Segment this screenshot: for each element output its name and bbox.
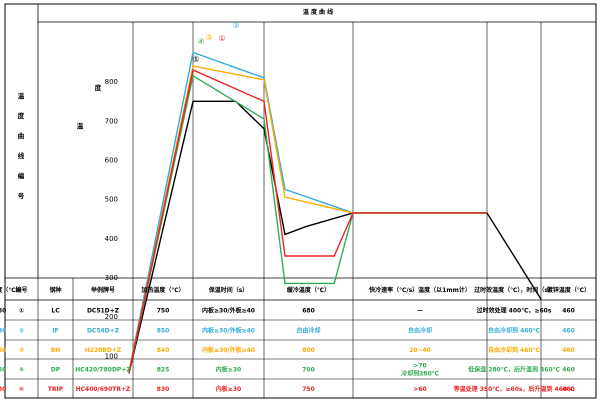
table-header: 举例牌号 (90, 286, 115, 294)
table-cell: 460 (562, 347, 575, 354)
table-cell: 过时效处理 400℃，≥60s (477, 307, 552, 315)
series-line-lc (128, 100, 542, 374)
table-header: 镀锌温度（℃） (547, 286, 590, 294)
table-cell: DP (51, 367, 61, 374)
y-tick-label: 200 (105, 313, 118, 321)
y-axis: 100 200 300 400 500 600 700 800 (105, 78, 118, 360)
series-marker-bh: ③ (205, 33, 212, 42)
cell-line: 冷却到280℃ (401, 370, 439, 378)
y-tick-label: 800 (105, 78, 118, 86)
table-cell: 低保温 280℃，后升温到 460℃ (467, 366, 560, 374)
table-cell: 700 (302, 367, 315, 374)
left-label-char: 温 (18, 91, 25, 100)
table-cell: HC400/690TR+Z (76, 386, 131, 393)
table-header: 钢种 (49, 286, 61, 294)
table-cell: ① (19, 308, 24, 315)
y-tick-label: 300 (105, 274, 118, 282)
table-cell: 460 (562, 386, 575, 393)
series-line-if (128, 51, 487, 372)
table-cell: 内板≥30 (216, 385, 241, 393)
table-cell: 280 (0, 328, 6, 335)
table-header: 缓冷温度（℃） (287, 286, 330, 294)
table-cell: DC51D+Z (87, 308, 120, 315)
table-cell: 自由冷却 (408, 327, 432, 335)
table-cell: TRIP (48, 386, 64, 393)
y-tick-label: 700 (105, 117, 118, 125)
table-cell: IF (52, 328, 58, 335)
table-cell: 自由冷却到 460℃ (488, 327, 540, 335)
table-cell: 750 (302, 386, 315, 393)
table-cell: 460 (562, 367, 575, 374)
table-cell: H220BD+Z (85, 347, 122, 354)
y-label-char: 温 (77, 121, 84, 130)
left-label-char: 度 (18, 111, 25, 120)
table-cell: BH (51, 347, 61, 354)
table-cell: 内板≥30 (216, 366, 241, 374)
table-header: 编号 (15, 286, 27, 294)
table-cell: 280 (0, 308, 6, 315)
table-header: 塔顶温度（℃） (0, 286, 22, 294)
table-cell: 280 (0, 367, 6, 374)
data-table: 编号 钢种 举例牌号 加热温度（℃） 保温时间（s） 缓冷温度（℃） 快冷速率（℃/s）温度… (0, 286, 590, 393)
table-header: 保温时间（s） (208, 286, 249, 294)
table-cell: 280 (0, 347, 6, 354)
table-cell: 840 (157, 347, 170, 354)
y-tick-label: 600 (105, 157, 118, 165)
table-cell: 内板≥30/外板≥40 (202, 327, 255, 335)
table-cell: 460 (562, 308, 575, 315)
series-group (128, 51, 542, 374)
table-cell: >70 冷却到280℃ (401, 363, 439, 378)
y-tick-label: 100 (105, 352, 118, 360)
table-cell: 800 (302, 347, 315, 354)
cell-line: >70 (413, 363, 426, 370)
series-line-trip (128, 69, 487, 373)
chart-title: 温 度 曲 线 (303, 8, 333, 16)
y-tick-label: 400 (105, 235, 118, 243)
table-cell: 等温处理 350℃，≥60s，后升温到 460℃ (453, 385, 575, 393)
table-cell: >60 (413, 386, 426, 393)
table-cell: 内板≥30/外板≥40 (202, 307, 255, 315)
series-line-bh (128, 65, 487, 373)
table-cell: 680 (302, 308, 315, 315)
series-marker-dp: ④ (197, 37, 204, 46)
table-cell: 自由冷却 (296, 327, 320, 335)
table-cell: 460 (562, 328, 575, 335)
y-tick-label: 500 (105, 196, 118, 204)
table-cell: — (417, 308, 423, 315)
table-cell: 280 (0, 386, 6, 393)
series-marker-lc: ⑤ (192, 55, 199, 64)
table-cell: HC420/780DP+Z (75, 367, 131, 374)
left-label-char: 编 (18, 171, 25, 180)
table-cell: 750 (157, 308, 170, 315)
table-cell: ④ (19, 367, 24, 374)
table-cell: LC (51, 308, 60, 315)
table-header: 快冷速率（℃/s）温度（以1mm计） (368, 286, 471, 294)
table-cell: ⑤ (19, 386, 24, 393)
series-markers: ⑤ ② ③④ ① (192, 21, 239, 64)
series-marker-if: ② (232, 21, 239, 30)
table-cell: 850 (157, 328, 170, 335)
table-cell: 20~40 (409, 347, 431, 354)
table-cell: ③ (19, 347, 24, 354)
table-cell: 内板≥30/外板≥40 (202, 346, 255, 354)
left-label-char: 曲 (18, 131, 25, 140)
table-cell: 830 (157, 386, 170, 393)
left-label-char: 号 (18, 191, 25, 200)
y-axis-label: 温度 (77, 83, 102, 130)
table-cell: 825 (157, 367, 170, 374)
table-grid (4, 3, 597, 399)
table-cell: 自由冷却到 460℃ (488, 346, 540, 354)
y-label-char: 度 (95, 83, 102, 92)
outer-border (4, 3, 597, 399)
series-marker-trip: ① (218, 34, 225, 43)
table-header: 过时效温度（℃），时间（s） (474, 286, 554, 294)
left-label-char: 线 (18, 151, 25, 160)
table-header: 加热温度（℃） (140, 286, 184, 294)
table-cell: ② (19, 328, 24, 335)
table-cell: DC54D+Z (87, 328, 120, 335)
